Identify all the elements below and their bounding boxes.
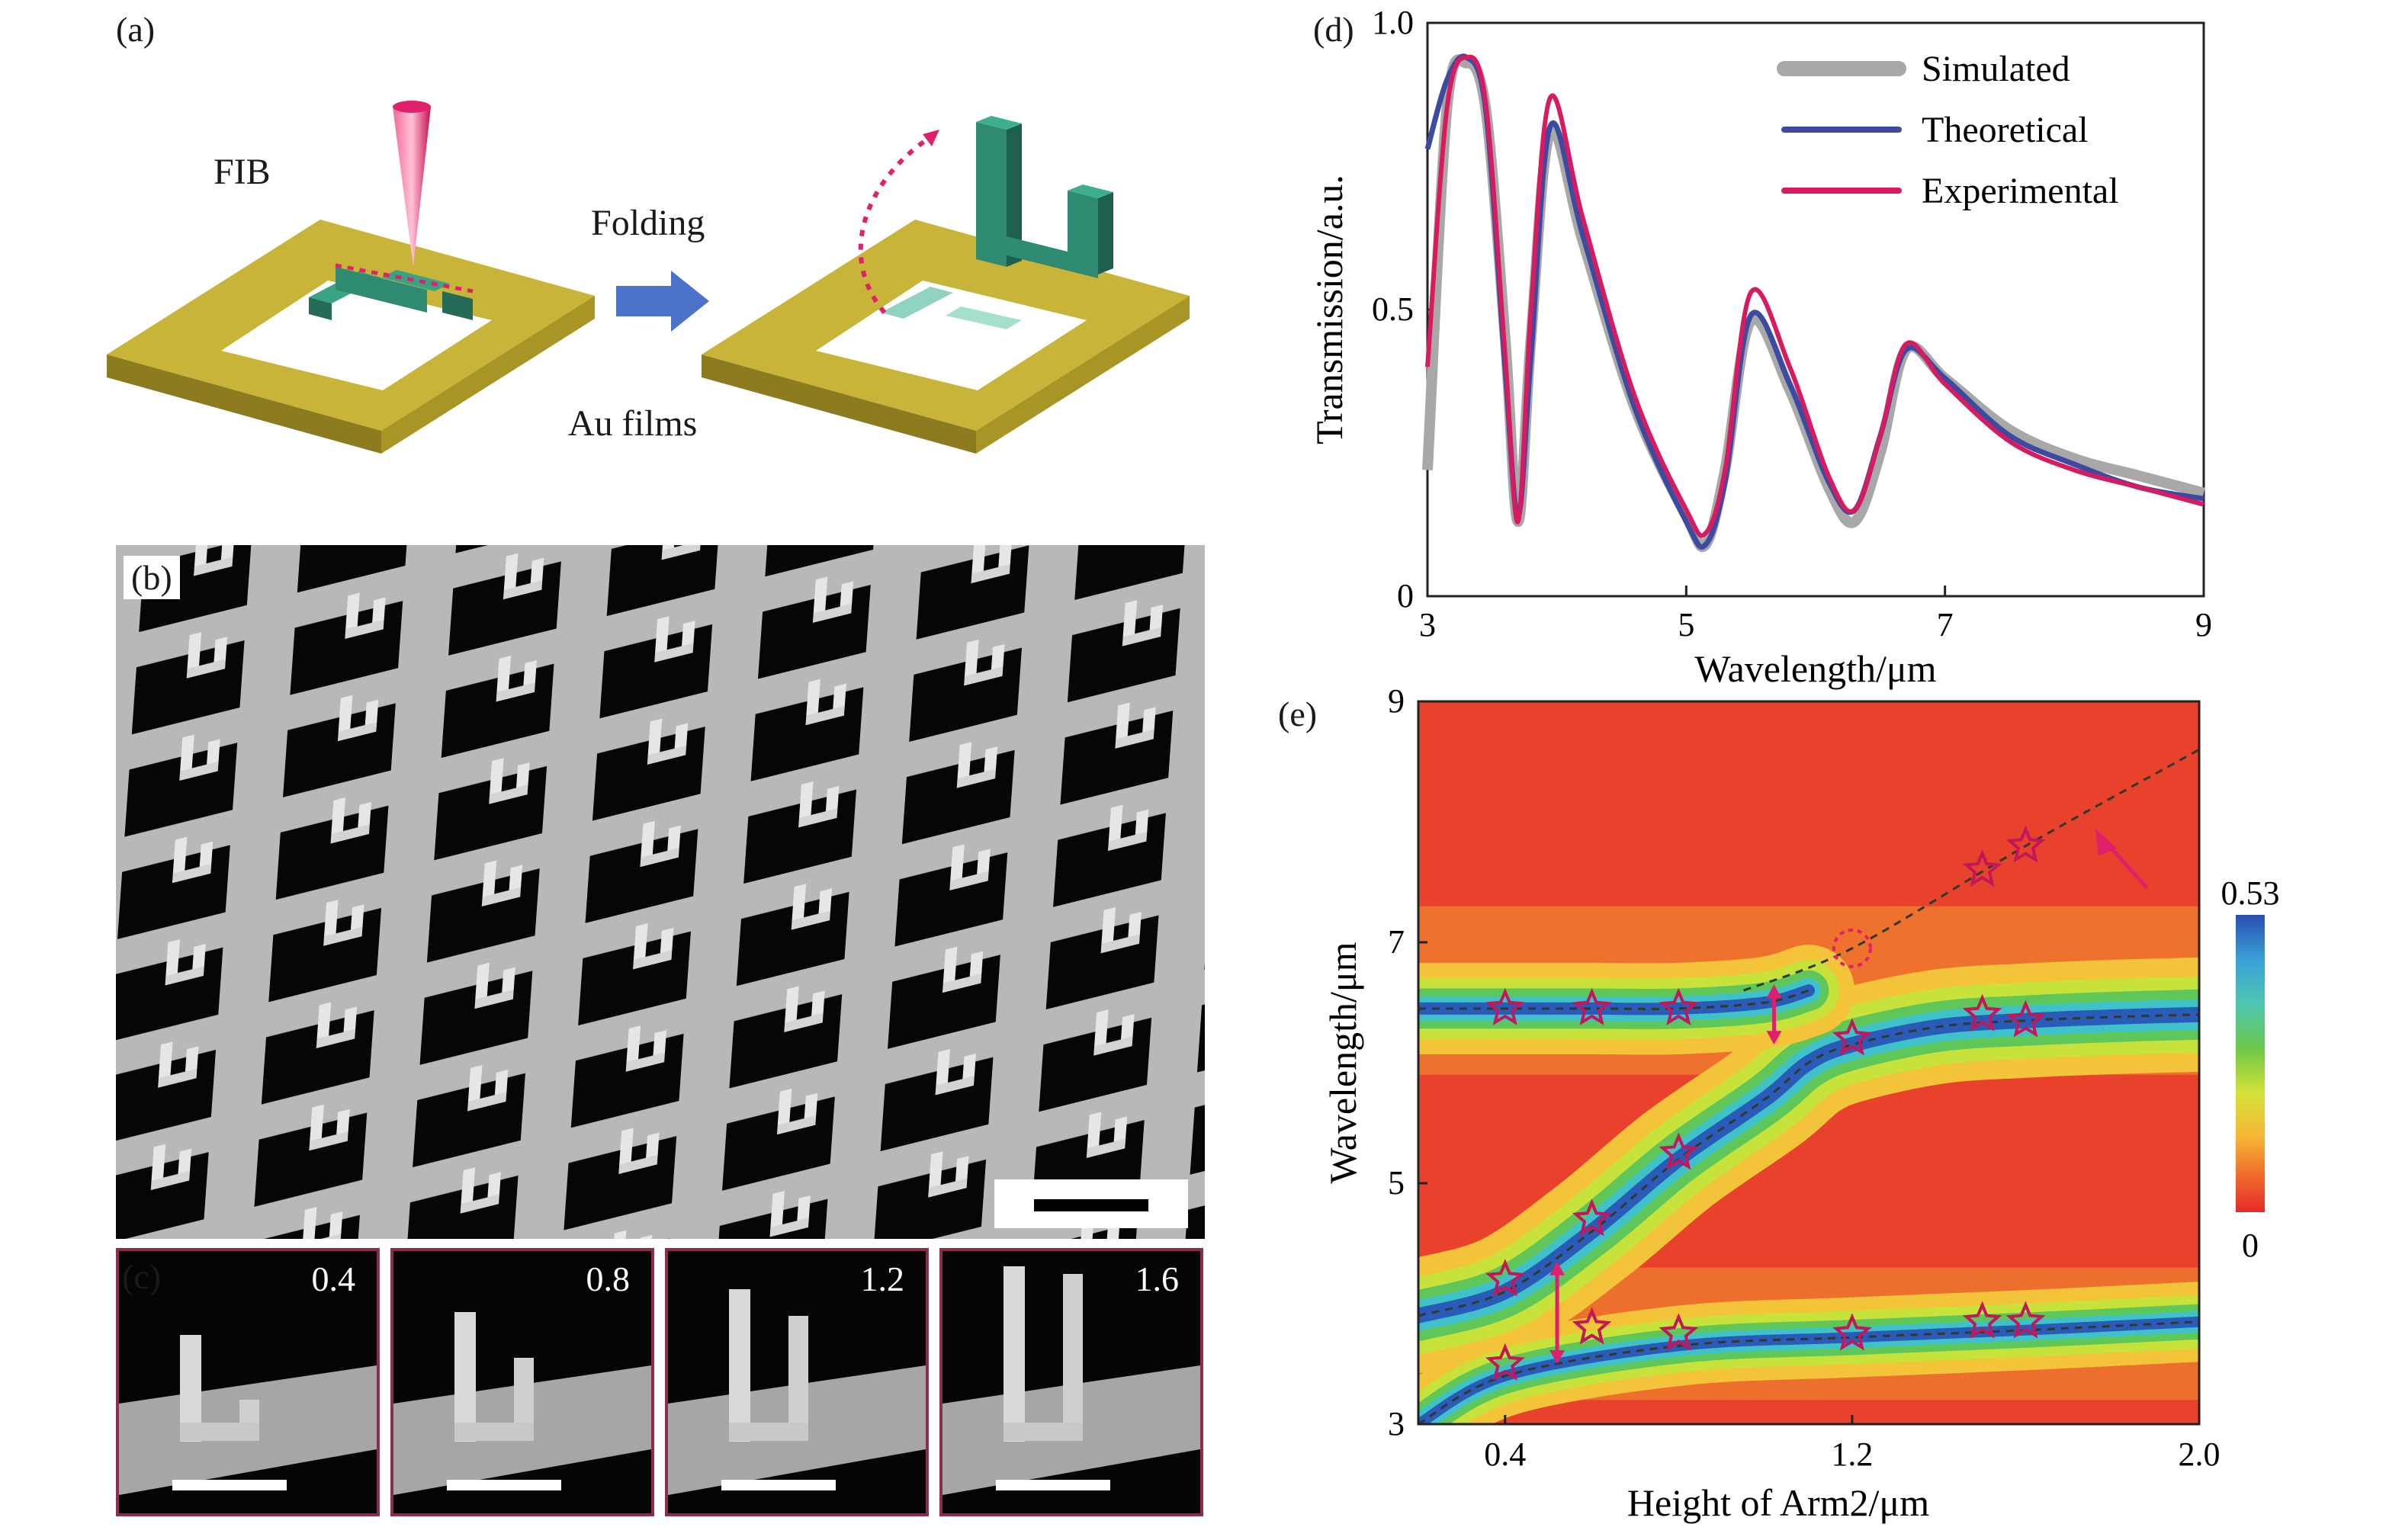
inset-height-label: 1.2 bbox=[860, 1259, 905, 1298]
y-tick-label: 0.5 bbox=[1372, 290, 1414, 328]
dispersion-heatmap: 0.4 1.2 2.0 3 5 7 9 Height of Arm2/μm Wavelength… bbox=[1321, 686, 2280, 1524]
x-tick-label: 1.2 bbox=[1831, 1436, 1873, 1473]
u-structure-flat bbox=[309, 267, 473, 320]
legend-label: Simulated bbox=[1922, 49, 2070, 89]
sem-inset: 1.6 bbox=[939, 1248, 1203, 1516]
y-axis-title: Transmission/a.u. bbox=[1308, 175, 1350, 444]
inset-height-label: 1.6 bbox=[1135, 1259, 1180, 1298]
x-tick-label: 3 bbox=[1419, 606, 1436, 643]
inset-height-label: 0.8 bbox=[586, 1259, 631, 1298]
fib-label: FIB bbox=[214, 152, 271, 192]
x-tick-label: 0.4 bbox=[1484, 1436, 1526, 1473]
panel-e-label: (e) bbox=[1278, 695, 1318, 733]
star-marker bbox=[1485, 1343, 1525, 1381]
inset-scale-bar bbox=[172, 1480, 287, 1490]
legend-label: Theoretical bbox=[1922, 110, 2089, 150]
gold-frame-left bbox=[107, 220, 595, 454]
gold-frame-right bbox=[702, 116, 1190, 454]
x-axis-title: Wavelength/μm bbox=[1694, 647, 1936, 690]
inset-structure bbox=[119, 1335, 377, 1495]
star-marker bbox=[1962, 849, 2002, 887]
heatmap-frame bbox=[1417, 700, 2201, 1426]
legend-label: Experimental bbox=[1922, 171, 2119, 211]
y-tick-label: 1.0 bbox=[1372, 4, 1414, 41]
star-marker bbox=[1485, 987, 1525, 1025]
panel-a-label: (a) bbox=[116, 10, 156, 49]
panel-a-illustration bbox=[107, 101, 1190, 454]
x-tick-label: 5 bbox=[1678, 606, 1694, 643]
star-marker bbox=[1572, 987, 1612, 1025]
scale-bar-box bbox=[994, 1179, 1188, 1228]
fib-beam-icon bbox=[393, 107, 431, 267]
sem-grid bbox=[116, 545, 1205, 1239]
heatmap-field bbox=[1418, 701, 2199, 1424]
series-line-experimental bbox=[1425, 54, 2205, 538]
inset-scale-bar bbox=[447, 1480, 561, 1490]
inset-row: 0.4 0.8 1.2 1.6 bbox=[116, 1248, 1205, 1516]
star-marker bbox=[1572, 1307, 1612, 1345]
plot-frame bbox=[1426, 21, 2205, 598]
panel-b-label-box: (b) bbox=[124, 556, 180, 599]
transmission-chart: 3 5 7 9 0 0.5 1.0 Wavelength/μm Transmission/a.u… bbox=[1308, 4, 2212, 690]
y-tick-label: 5 bbox=[1388, 1164, 1405, 1202]
x-tick-label: 7 bbox=[1937, 606, 1954, 643]
star-marker bbox=[1572, 1198, 1612, 1237]
panel-b-label: (b) bbox=[131, 558, 172, 597]
scale-bar bbox=[1034, 1199, 1148, 1211]
inset-height-label: 0.4 bbox=[311, 1259, 356, 1298]
folding-label: Folding bbox=[591, 203, 705, 243]
y-tick-label: 0 bbox=[1397, 577, 1414, 614]
folding-path bbox=[858, 135, 932, 314]
colorbar bbox=[2236, 915, 2265, 1212]
y-tick-label: 7 bbox=[1388, 923, 1405, 961]
colorbar-max-label: 0.53 bbox=[2221, 874, 2280, 912]
star-marker bbox=[1485, 1259, 1525, 1297]
star-marker bbox=[1659, 1313, 1699, 1351]
y-tick-label: 9 bbox=[1388, 686, 1405, 720]
inset-scale-bar bbox=[996, 1480, 1110, 1490]
guide-line bbox=[1418, 989, 1810, 1010]
sem-inset: 0.8 bbox=[390, 1248, 654, 1516]
x-tick-label: 2.0 bbox=[2179, 1436, 2221, 1473]
sem-inset: 1.2 bbox=[665, 1248, 929, 1516]
star-marker bbox=[1962, 1301, 2002, 1339]
star-marker bbox=[2005, 1301, 2046, 1339]
x-tick-label: 9 bbox=[2195, 606, 2212, 643]
inset-structure bbox=[393, 1312, 651, 1495]
inset-scale-bar bbox=[721, 1480, 836, 1490]
sem-image: (b) bbox=[116, 545, 1205, 1239]
inset-structure bbox=[668, 1289, 926, 1495]
inset-structure bbox=[942, 1266, 1200, 1495]
folding-arrow-icon bbox=[616, 271, 709, 332]
y-axis-title: Wavelength/μm bbox=[1321, 942, 1364, 1183]
star-marker bbox=[1659, 1132, 1699, 1170]
guide-line bbox=[1418, 1320, 2199, 1424]
guide-line-diagonal bbox=[1743, 748, 2199, 992]
star-marker bbox=[2005, 825, 2046, 863]
colorbar-min-label: 0 bbox=[2242, 1227, 2259, 1264]
star-marker bbox=[1659, 987, 1699, 1025]
anticrossing-circle bbox=[1832, 928, 1872, 968]
star-marker bbox=[2005, 999, 2046, 1038]
star-marker bbox=[1832, 1313, 1872, 1351]
panel-c-label: (c) bbox=[122, 1257, 162, 1296]
au-films-label: Au films bbox=[568, 403, 698, 444]
sem-inset: 0.4 bbox=[116, 1248, 380, 1516]
star-marker bbox=[1832, 1018, 1872, 1056]
star-marker bbox=[1962, 993, 2002, 1031]
y-tick-label: 3 bbox=[1388, 1405, 1405, 1442]
guide-line bbox=[1418, 1013, 2199, 1317]
x-axis-title: Height of Arm2/μm bbox=[1627, 1481, 1929, 1524]
panel-d-label: (d) bbox=[1313, 10, 1354, 49]
